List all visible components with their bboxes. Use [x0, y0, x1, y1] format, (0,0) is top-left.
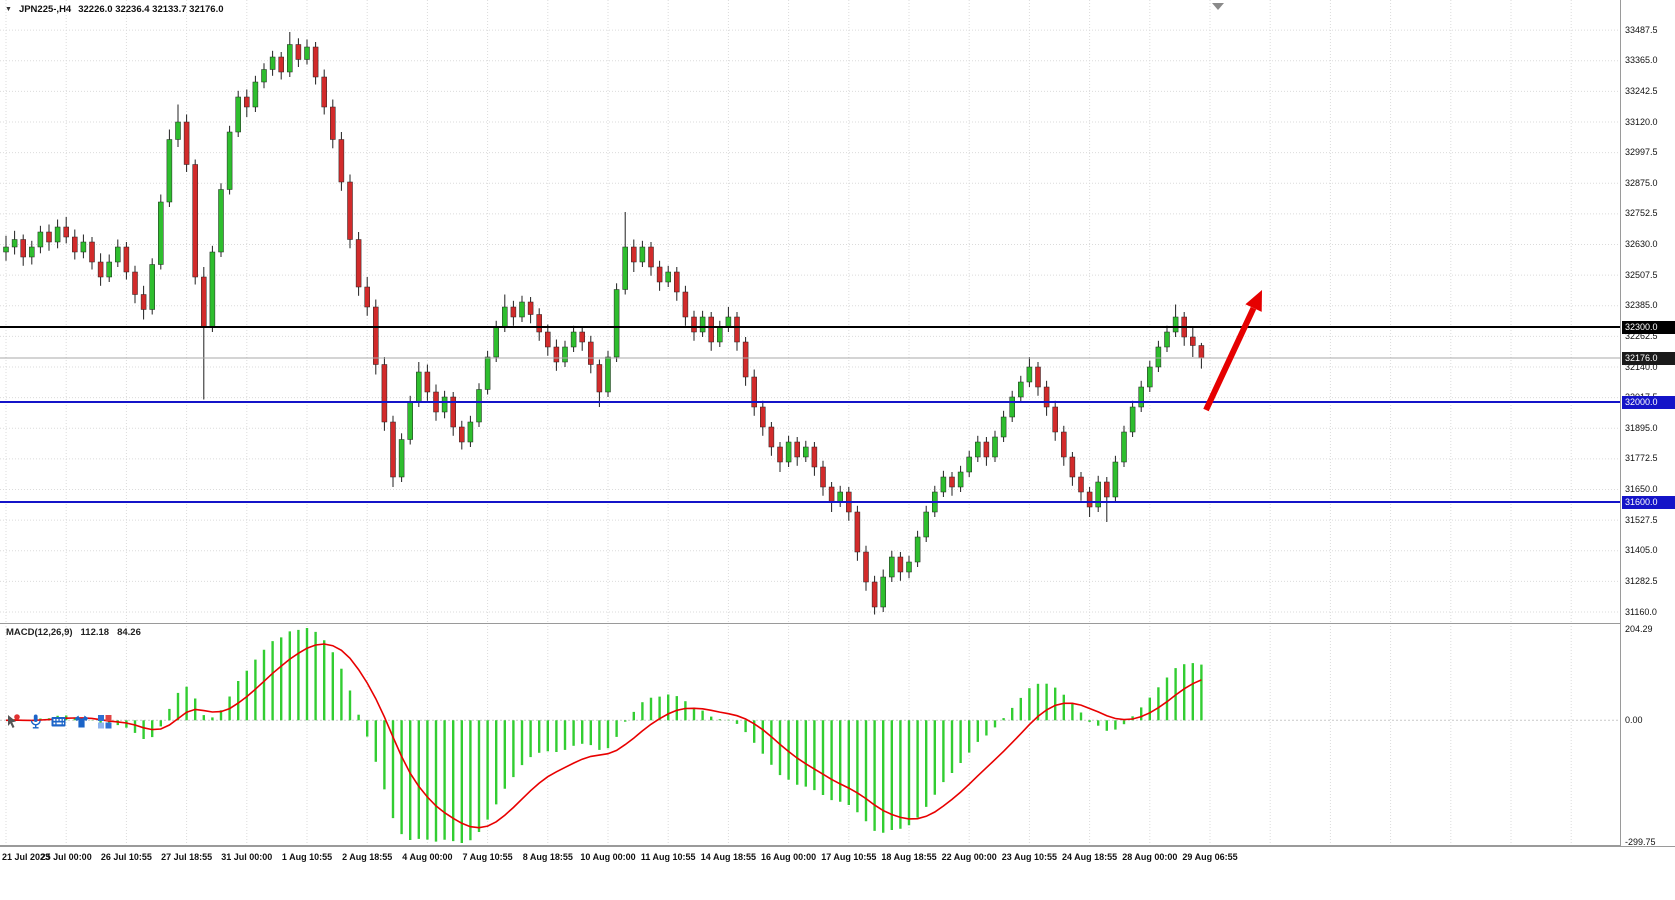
trend-arrow[interactable] [1203, 290, 1262, 412]
price-tick: 33365.0 [1625, 55, 1658, 66]
price-tick: 32507.5 [1625, 269, 1658, 280]
price-tick: 31405.0 [1625, 545, 1658, 556]
macd-histogram [13, 628, 1203, 843]
price-tick: 32385.0 [1625, 300, 1658, 311]
price-tick: 32630.0 [1625, 239, 1658, 249]
time-tick: 2 Aug 18:55 [342, 852, 393, 862]
grid [0, 0, 1620, 623]
macd-panel[interactable] [0, 623, 1620, 846]
time-tick: 17 Aug 10:55 [821, 852, 877, 862]
tshirt-icon[interactable] [73, 713, 90, 730]
macd-grid [0, 623, 1620, 846]
time-tick: 11 Aug 10:55 [640, 852, 696, 862]
symbol-info-bar: ▼ JPN225-,H4 32226.0 32236.4 32133.7 321… [5, 4, 224, 15]
price-axis[interactable]: 33487.5 33365.0 33242.5 33120.0 32997.5 32875… [1620, 0, 1675, 847]
time-tick: 29 Aug 06:55 [1182, 852, 1238, 862]
time-tick: 24 Aug 18:55 [1061, 852, 1118, 862]
price-level-label: 32300.0 [1622, 320, 1675, 334]
time-tick: 28 Aug 00:00 [1122, 852, 1178, 862]
macd-name: MACD(12,26,9) [6, 627, 73, 638]
time-tick: 22 Aug 00:00 [941, 852, 997, 862]
time-tick: 26 Jul 10:55 [100, 852, 152, 862]
time-tick: 31 Jul 00:00 [221, 852, 273, 862]
price-tick: 31527.5 [1625, 514, 1658, 525]
price-tick: 33487.5 [1625, 24, 1658, 35]
chart-shift-marker[interactable] [1212, 3, 1224, 10]
price-tick: 32262.5 [1625, 330, 1658, 341]
candles [3, 32, 1205, 615]
bid-price-label: 32176.0 [1622, 351, 1675, 365]
time-tick: 7 Aug 10:55 [462, 852, 513, 862]
macd-indicator-label: MACD(12,26,9) 112.18 84.26 [6, 627, 141, 638]
price-tick: 32140.0 [1625, 361, 1658, 372]
time-tick: 25 Jul 00:00 [40, 852, 92, 862]
microphone-icon[interactable] [27, 713, 44, 730]
time-tick: 10 Aug 00:00 [580, 852, 636, 862]
price-tick: 32752.5 [1625, 208, 1658, 219]
time-tick: 8 Aug 18:55 [522, 852, 573, 862]
time-tick: 1 Aug 10:55 [281, 852, 333, 862]
price-tick: 33242.5 [1625, 85, 1658, 96]
time-tick: 23 Aug 10:55 [1001, 852, 1057, 862]
macd-axis-min: -299.75 [1625, 837, 1656, 847]
macd-axis-max: 204.29 [1625, 624, 1653, 634]
macd-main-value: 112.18 [80, 627, 110, 638]
macd-axis-zero: 0.00 [1625, 714, 1643, 725]
price-chart[interactable] [0, 0, 1620, 623]
keyboard-icon[interactable] [50, 713, 67, 730]
macd-signal-value: 84.26 [117, 627, 141, 638]
price-tick: 31282.5 [1625, 575, 1658, 586]
symbol-ohlc-values: 32226.0 32236.4 32133.7 32176.0 [78, 4, 224, 15]
symbol-dropdown-icon[interactable]: ▼ [5, 6, 12, 13]
time-tick: 27 Jul 18:55 [161, 852, 213, 862]
price-tick: 32875.0 [1625, 177, 1658, 188]
time-tick: 14 Aug 18:55 [700, 852, 756, 862]
price-level-label: 31600.0 [1622, 495, 1675, 509]
time-axis[interactable]: 21 Jul 2023 25 Jul 00:00 26 Jul 10:55 27 Ju… [0, 846, 1675, 900]
apps-grid-icon[interactable] [96, 713, 113, 730]
time-tick: 4 Aug 00:00 [402, 852, 453, 862]
price-tick: 33120.0 [1625, 116, 1658, 127]
price-level-label: 32000.0 [1622, 395, 1675, 409]
price-tick: 31160.0 [1625, 606, 1657, 617]
price-tick: 31772.5 [1625, 453, 1658, 464]
cursor-icon[interactable] [4, 713, 21, 730]
price-tick: 32997.5 [1625, 147, 1658, 158]
price-tick: 31650.0 [1625, 484, 1658, 494]
time-tick: 16 Aug 00:00 [760, 852, 817, 862]
overlay-icons [4, 713, 113, 730]
time-tick: 18 Aug 18:55 [881, 852, 937, 862]
time-tick: 21 Jul 2023 [2, 852, 51, 862]
macd-signal-line [5, 643, 1202, 829]
price-tick: 31895.0 [1625, 422, 1658, 433]
symbol-title: JPN225-,H4 [18, 4, 72, 15]
